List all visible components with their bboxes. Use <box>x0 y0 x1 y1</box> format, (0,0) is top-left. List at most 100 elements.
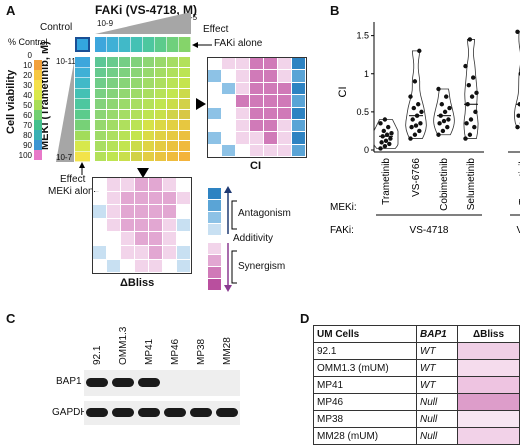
ci-cell <box>250 83 263 94</box>
viability-cell <box>95 99 106 109</box>
data-point <box>463 136 467 140</box>
dbliss-cell <box>135 232 148 245</box>
antagonism-legend-swatch <box>208 200 221 211</box>
dbliss-cell <box>135 246 148 259</box>
faki-alone-cell <box>107 37 119 52</box>
scale-value-label: 20 <box>18 71 34 80</box>
viability-cell <box>179 110 190 120</box>
dbliss-cell <box>163 192 176 205</box>
viability-cell <box>167 141 178 151</box>
ci-cell <box>208 120 221 131</box>
ci-cell <box>278 108 291 119</box>
viability-cell <box>107 68 118 78</box>
effect-meki-label: Effect <box>60 174 85 185</box>
scale-value-label: 80 <box>18 131 34 140</box>
ci-cell <box>236 70 249 81</box>
data-point <box>382 129 386 133</box>
antagonism-bracket <box>230 200 238 230</box>
viability-cell <box>107 120 118 130</box>
dbliss-cell <box>177 246 190 259</box>
um-cell-name: 92.1 <box>314 343 417 360</box>
data-point <box>385 133 389 137</box>
ci-cell <box>236 132 249 143</box>
scale-value-label: 30 <box>18 81 34 90</box>
y-tick-label: 1 <box>364 69 369 79</box>
dbliss-cell <box>177 232 190 245</box>
data-point <box>469 117 473 121</box>
viability-cell <box>131 78 142 88</box>
dbliss-cell <box>163 260 176 273</box>
gapdh-band <box>112 408 134 417</box>
synergism-bracket <box>230 250 238 284</box>
ci-cell <box>208 70 221 81</box>
data-point <box>436 133 440 137</box>
faki-gradient-wedge <box>95 12 195 36</box>
antagonism-label: Antagonism <box>238 208 291 219</box>
viability-heatmap <box>95 57 191 162</box>
scale-swatch <box>34 100 42 110</box>
dbliss-heatmap-label: ΔBliss <box>120 277 154 289</box>
bap1-status: Null <box>417 394 458 411</box>
faki-alone-cell <box>179 37 191 52</box>
viability-cell <box>107 99 118 109</box>
ci-cell <box>222 70 235 81</box>
viability-cell <box>131 99 142 109</box>
viability-cell <box>155 68 166 78</box>
bap1-band <box>86 378 108 387</box>
data-point <box>468 37 472 41</box>
scale-swatch <box>34 50 42 60</box>
viability-cell <box>95 131 106 141</box>
dbliss-cell <box>107 205 120 218</box>
dbliss-cell <box>177 178 190 191</box>
data-point <box>386 125 390 129</box>
data-point <box>413 133 417 137</box>
dbliss-cell <box>149 219 162 232</box>
scale-value-label: 70 <box>18 121 34 130</box>
ci-cell <box>264 58 277 69</box>
viability-cell <box>107 78 118 88</box>
viability-cell <box>155 131 166 141</box>
scale-swatch <box>34 120 42 130</box>
dbliss-cell <box>177 219 190 232</box>
antagonism-legend-swatch <box>208 212 221 223</box>
dbliss-cell <box>121 260 134 273</box>
scale-swatch <box>34 150 42 160</box>
meki-alone-cell <box>75 57 90 68</box>
dbliss-cell <box>93 232 106 245</box>
data-point <box>383 144 387 148</box>
viability-cell <box>143 57 154 67</box>
scale-value-label: 50 <box>18 101 34 110</box>
viability-cell <box>155 78 166 88</box>
dbliss-cell <box>93 246 106 259</box>
viability-cell <box>107 152 118 162</box>
data-point <box>516 113 520 117</box>
data-point <box>408 136 412 140</box>
dbliss-cell <box>121 192 134 205</box>
ci-cell <box>236 108 249 119</box>
meki-alone-cell <box>75 120 90 131</box>
blot-sample-label: MP46 <box>170 339 181 365</box>
dbliss-cell <box>149 178 162 191</box>
ci-cell <box>236 120 249 131</box>
faki-alone-row <box>95 37 191 52</box>
um-cell-name: MP41 <box>314 377 417 394</box>
ci-cell <box>222 108 235 119</box>
ci-cell <box>250 132 263 143</box>
viability-cell <box>95 78 106 88</box>
ci-cell <box>250 58 263 69</box>
viability-cell <box>155 141 166 151</box>
viability-cell <box>143 131 154 141</box>
viability-cell <box>155 57 166 67</box>
bap1-status: WT <box>417 360 458 377</box>
ci-cell <box>292 95 305 106</box>
viability-cell <box>155 110 166 120</box>
ci-cell <box>278 58 291 69</box>
faki-group1-label: VS-4718 <box>410 225 449 236</box>
viability-cell <box>131 152 142 162</box>
data-point <box>515 125 519 129</box>
blot-row-gapdh: GAPDH <box>52 407 88 418</box>
ci-heatmap <box>207 57 307 158</box>
